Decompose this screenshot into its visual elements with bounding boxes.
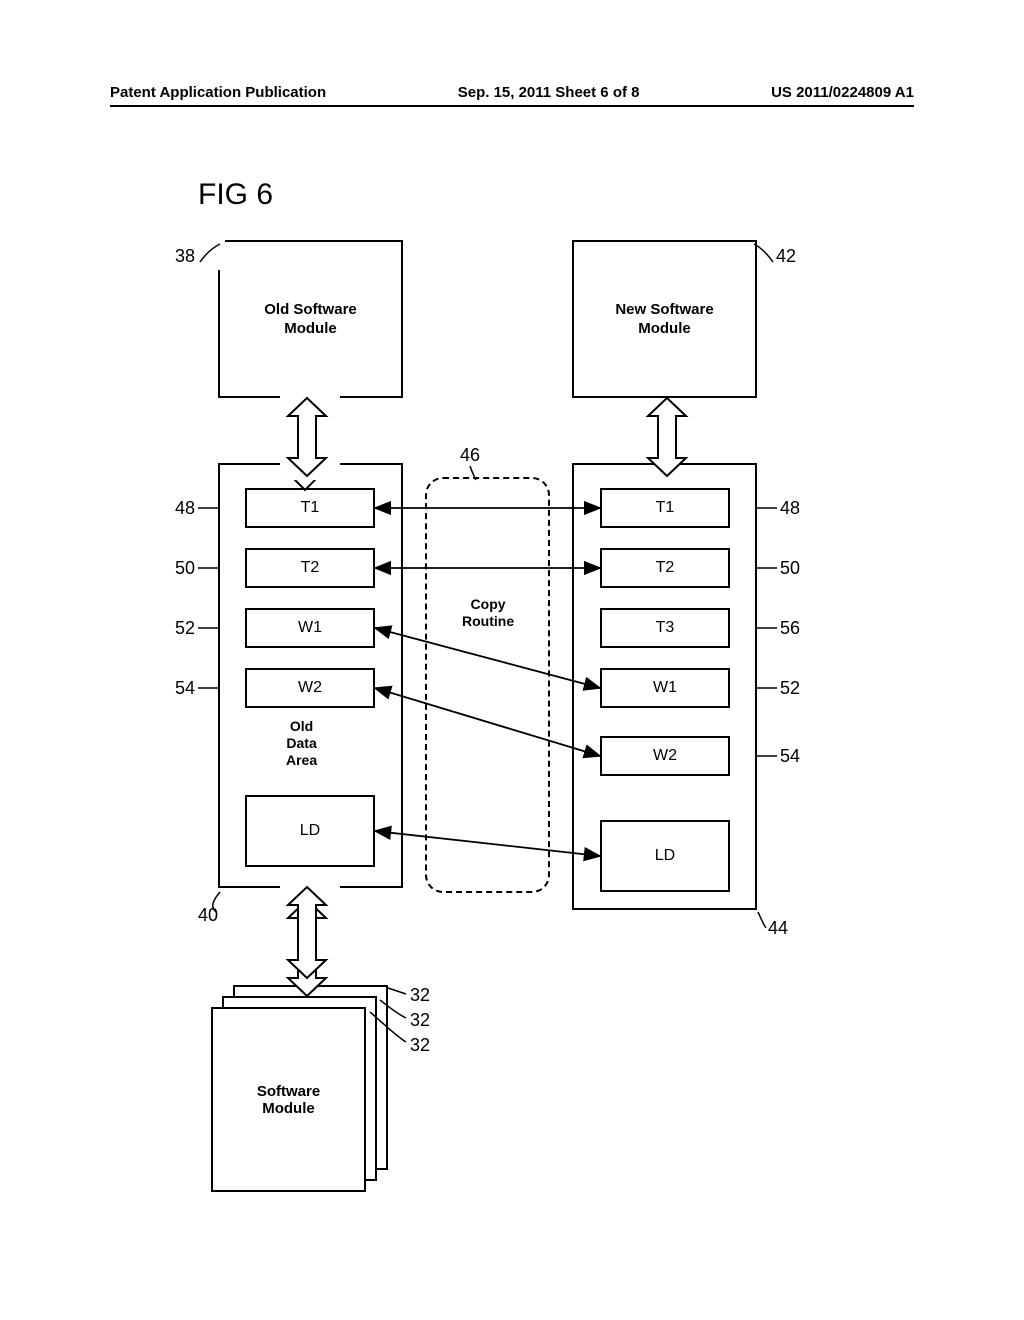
ref-52-right: 52 [780,678,800,699]
ref-52-left: 52 [175,618,195,639]
ref-50-left: 50 [175,558,195,579]
old-slot-t1: T1 [245,488,375,528]
ref-40: 40 [198,905,218,926]
header-right: US 2011/0224809 A1 [771,84,914,101]
ref-32-c: 32 [410,1035,430,1056]
ref-50-right: 50 [780,558,800,579]
old-slot-t2: T2 [245,548,375,588]
ref-46: 46 [460,445,480,466]
copy-routine-label-top: Copy Routine [462,596,514,630]
ref-54-right: 54 [780,746,800,767]
header-left: Patent Application Publication [110,84,326,101]
figure-title: FIG 6 [198,178,273,212]
new-slot-w2: W2 [600,736,730,776]
new-slot-ld: LD [600,820,730,892]
ref-56-right: 56 [780,618,800,639]
old-software-module: Old Software Module [218,240,403,398]
new-slot-t1: T1 [600,488,730,528]
new-slot-t2: T2 [600,548,730,588]
new-slot-t3: T3 [600,608,730,648]
ref-32-b: 32 [410,1010,430,1031]
ref-54-left: 54 [175,678,195,699]
old-slot-w1: W1 [245,608,375,648]
header-center: Sep. 15, 2011 Sheet 6 of 8 [458,84,640,101]
ref-44: 44 [768,918,788,939]
copy-routine-box [425,477,550,893]
old-slot-w2: W2 [245,668,375,708]
software-module-stack-1: Software Module [211,1007,366,1192]
ref-48-right: 48 [780,498,800,519]
page-header: Patent Application Publication Sep. 15, … [110,84,914,107]
ref-32-a: 32 [410,985,430,1006]
old-data-area-label: Old Data Area [286,718,317,768]
ref-38: 38 [175,246,195,267]
old-slot-ld: LD [245,795,375,867]
ref-42: 42 [776,246,796,267]
new-software-module: New Software Module [572,240,757,398]
ref-48-left: 48 [175,498,195,519]
new-slot-w1: W1 [600,668,730,708]
